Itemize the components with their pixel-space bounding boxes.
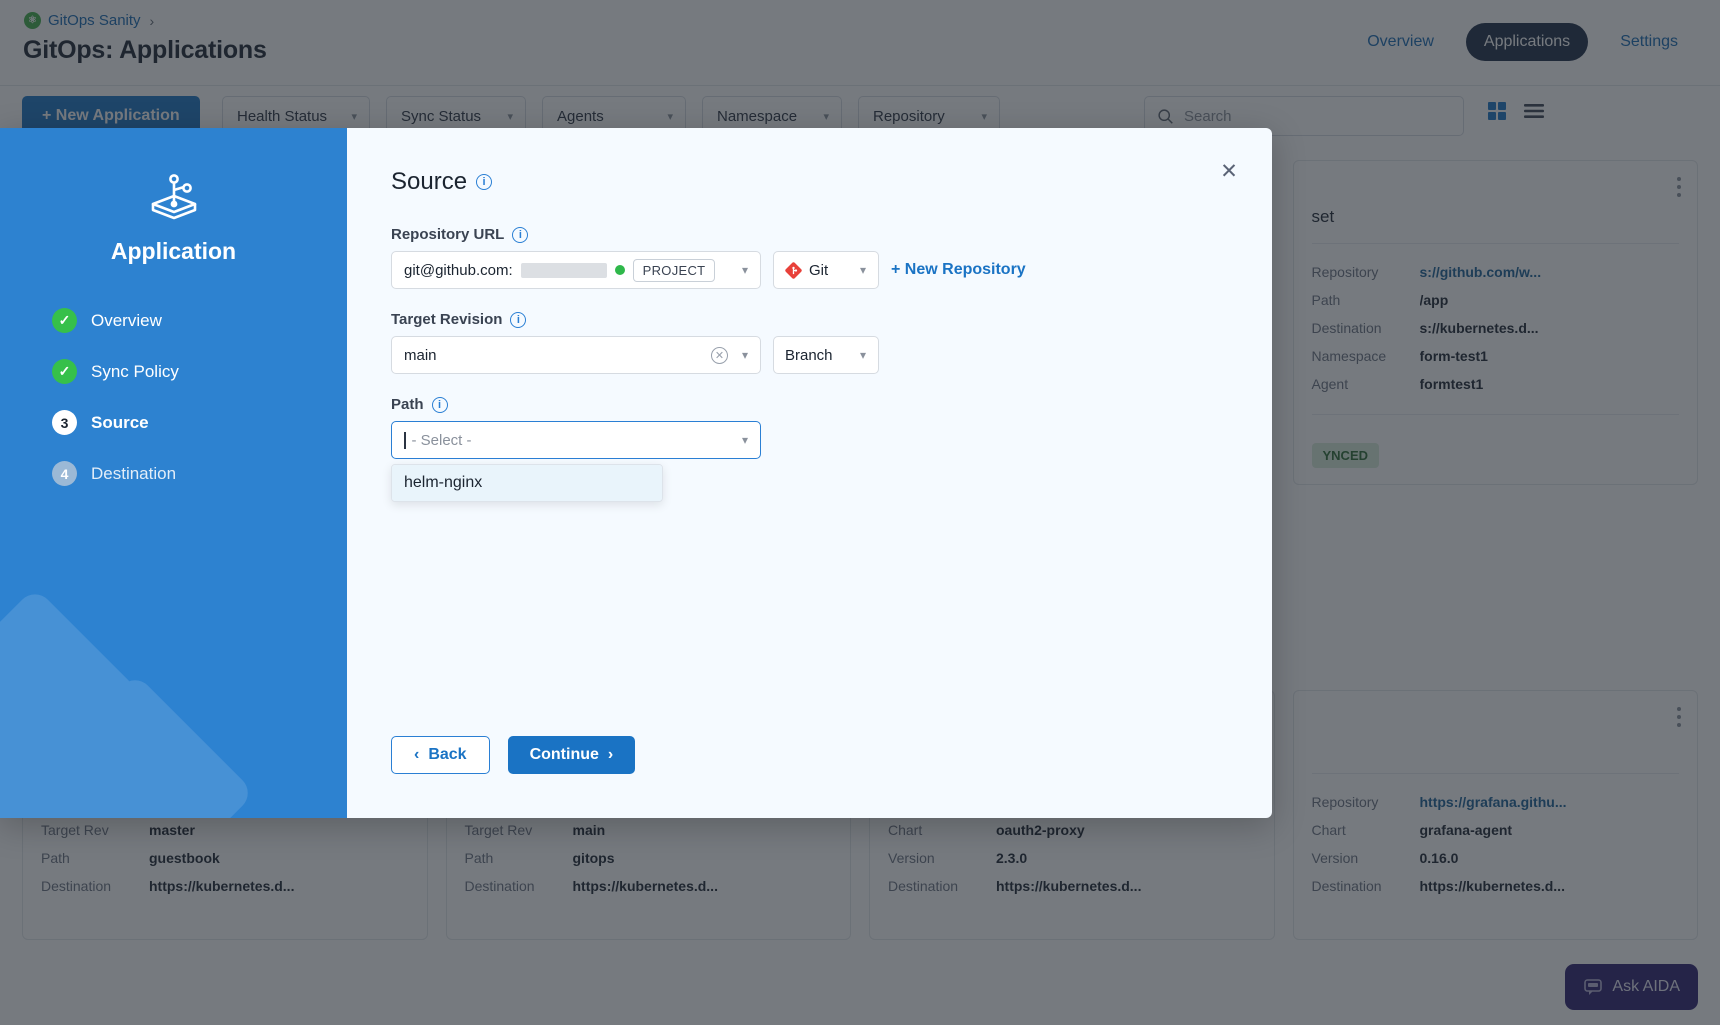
target-revision-label: Target Revision [391, 311, 503, 328]
path-label: Path [391, 396, 424, 413]
repository-url-row: git@github.com: PROJECT ▾ Git ▾ [391, 251, 1228, 289]
wizard-step-label: Overview [91, 310, 162, 330]
chevron-down-icon[interactable]: ▾ [859, 263, 866, 277]
close-icon[interactable]: ✕ [1216, 158, 1242, 184]
application-node-icon [0, 170, 347, 229]
step-check-icon: ✓ [52, 308, 77, 333]
modal-sidebar-title: Application [110, 238, 237, 264]
repository-url-input[interactable]: git@github.com: PROJECT ▾ [391, 251, 761, 289]
chevron-down-icon[interactable]: ▾ [741, 348, 748, 362]
git-icon [785, 261, 802, 279]
revision-kind-value: Branch [785, 346, 833, 364]
wizard-step-source[interactable]: 3 Source [52, 410, 179, 435]
wizard-step-destination[interactable]: 4 Destination [52, 461, 179, 486]
path-label-row: Path i [391, 396, 1228, 413]
continue-button-label: Continue [529, 746, 599, 763]
section-header: Source i [391, 168, 1228, 196]
decorative-shapes [0, 578, 270, 818]
wizard-step-overview[interactable]: ✓ Overview [52, 308, 179, 333]
wizard-step-sync-policy[interactable]: ✓ Sync Policy [52, 359, 179, 384]
repository-type-select[interactable]: Git ▾ [773, 251, 879, 289]
chevron-left-icon: ‹ [414, 746, 420, 763]
target-revision-input[interactable]: main ✕ ▾ [391, 336, 761, 374]
step-check-icon: ✓ [52, 359, 77, 384]
new-application-modal: Application ✓ Overview ✓ Sync Policy 3 S… [0, 128, 1272, 818]
info-icon[interactable]: i [431, 396, 448, 413]
chevron-down-icon[interactable]: ▾ [741, 263, 748, 277]
modal-body: ✕ Source i Repository URL i git@github.c… [347, 128, 1272, 818]
wizard-step-label: Source [91, 412, 149, 432]
project-badge: PROJECT [632, 258, 716, 282]
connection-status-dot [614, 265, 625, 275]
step-number-badge: 3 [52, 410, 77, 435]
repository-type-value: Git [809, 261, 829, 279]
info-icon[interactable]: i [476, 174, 493, 190]
info-icon[interactable]: i [512, 226, 529, 243]
modal-sidebar: Application ✓ Overview ✓ Sync Policy 3 S… [0, 128, 347, 818]
path-option-helm-nginx[interactable]: helm-nginx [392, 465, 662, 501]
redacted-value [520, 262, 607, 278]
section-title: Source [391, 168, 468, 195]
revision-kind-select[interactable]: Branch ▾ [773, 336, 879, 374]
clear-icon[interactable]: ✕ [710, 346, 728, 364]
repository-url-label-row: Repository URL i [391, 226, 1228, 243]
path-field: - Select - ▾ helm-nginx [391, 421, 761, 502]
modal-footer: ‹ Back Continue › [391, 736, 636, 774]
new-repository-link[interactable]: + New Repository [891, 261, 1026, 278]
text-cursor [404, 431, 406, 449]
repository-url-value: git@github.com: [404, 261, 513, 279]
repository-url-label: Repository URL [391, 226, 505, 243]
target-revision-row: main ✕ ▾ Branch ▾ [391, 336, 1228, 374]
target-revision-value: main [404, 346, 437, 364]
path-placeholder: - Select - [411, 431, 472, 449]
wizard-step-label: Sync Policy [91, 361, 179, 381]
target-revision-label-row: Target Revision i [391, 311, 1228, 328]
back-button-label: Back [428, 746, 467, 763]
info-icon[interactable]: i [510, 311, 527, 328]
chevron-down-icon[interactable]: ▾ [741, 433, 748, 447]
path-select-input[interactable]: - Select - ▾ [391, 421, 761, 459]
chevron-right-icon: › [607, 746, 614, 763]
wizard-step-label: Destination [91, 463, 177, 483]
chevron-down-icon[interactable]: ▾ [859, 348, 866, 362]
path-options-menu: helm-nginx [391, 464, 663, 502]
continue-button[interactable]: Continue › [507, 736, 636, 774]
step-number-badge: 4 [52, 461, 77, 486]
back-button[interactable]: ‹ Back [391, 736, 490, 774]
wizard-steps: ✓ Overview ✓ Sync Policy 3 Source 4 Dest… [52, 308, 179, 486]
